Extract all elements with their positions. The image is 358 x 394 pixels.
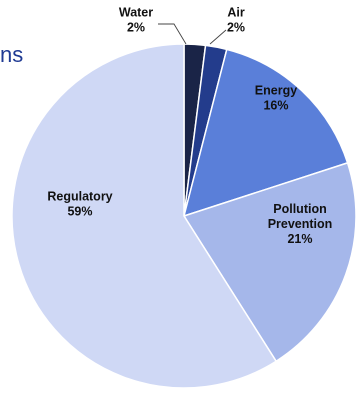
slice-label-air: Air [227,6,245,20]
slice-value-regulatory: 59% [67,205,92,219]
pie-slice-regulatory [11,43,278,389]
slice-label-pollution-prevention: Pollution [273,202,326,216]
slice-label-water: Water [119,6,153,20]
slice-labels: Water2%Air2%Energy16%PollutionPrevention… [47,6,332,247]
slice-value-pollution-prevention: 21% [287,232,312,246]
leader-lines [158,23,227,45]
slice-value-energy: 16% [263,99,288,113]
pie-slice-pollution-prevention [182,161,357,363]
leader-line-air [209,29,227,45]
chart-title-fragment: ns [0,42,24,67]
pie-slice-energy [182,48,349,218]
slice-label-pollution-prevention: Prevention [268,217,333,231]
slice-label-energy: Energy [255,84,297,98]
pie-slices [11,43,357,389]
slice-label-regulatory: Regulatory [47,190,112,204]
slice-value-air: 2% [227,21,245,35]
slice-value-water: 2% [127,21,145,35]
leader-line-water [158,23,187,45]
